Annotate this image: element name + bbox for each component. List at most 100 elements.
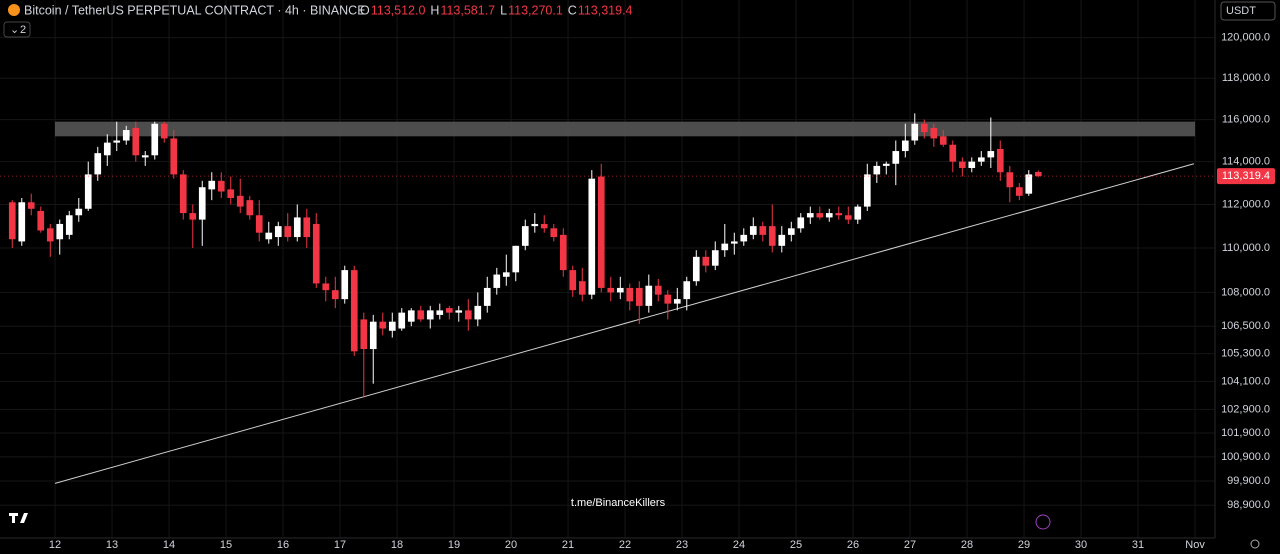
candle-body [18, 202, 26, 242]
candle-body [217, 180, 225, 192]
candle-body [407, 310, 415, 322]
candle-body [949, 144, 957, 162]
indicator-toggle[interactable] [3, 21, 31, 38]
candle-body [1015, 187, 1023, 196]
y-tick-label: 104,100.0 [1221, 375, 1270, 387]
candle-body [787, 228, 795, 235]
x-tick-label: 24 [733, 539, 745, 551]
candle-body [179, 174, 187, 214]
candle-body [778, 234, 786, 246]
candle-body [578, 281, 586, 295]
x-tick-label: 20 [505, 539, 517, 551]
candle-body [882, 163, 890, 166]
candle-body [664, 294, 672, 304]
candle-body [939, 136, 947, 145]
candle-body [189, 213, 197, 220]
candle-body [721, 243, 729, 251]
candle-body [293, 217, 301, 238]
alert-icon[interactable] [1035, 514, 1051, 530]
y-tick-label: 110,000.0 [1222, 242, 1270, 254]
candle-body [198, 187, 206, 220]
candle-body [569, 270, 577, 291]
candle-body [996, 148, 1004, 173]
candle-body [550, 228, 558, 238]
ohlc-key: L [500, 3, 507, 17]
candle-body [711, 250, 719, 266]
candle-body [626, 287, 634, 302]
x-tick-label: 29 [1018, 539, 1030, 551]
candle-body [436, 310, 444, 315]
candle-body [208, 180, 216, 190]
candle-body [445, 308, 453, 313]
candle-body [75, 208, 83, 216]
ohlc-key: H [430, 3, 439, 17]
candle-body [901, 140, 909, 152]
x-tick-label: 25 [790, 539, 802, 551]
settings-icon[interactable] [1250, 539, 1260, 549]
y-tick-label: 98,900.0 [1227, 499, 1270, 511]
x-tick-label: 13 [106, 539, 118, 551]
x-tick-label: 21 [562, 539, 574, 551]
coin-icon [8, 4, 20, 16]
candle-body [331, 290, 339, 300]
candle-body [797, 217, 805, 229]
candle-body [65, 215, 73, 235]
candle-body [426, 310, 434, 320]
chart-title: Bitcoin / TetherUS PERPETUAL CONTRACT · … [24, 3, 366, 17]
candle-body [930, 127, 938, 139]
y-tick-label: 105,300.0 [1221, 348, 1270, 360]
candle-body [1006, 172, 1014, 188]
watermark: t.me/BinanceKillers [571, 497, 666, 509]
candle-body [920, 123, 928, 133]
candle-body [141, 155, 149, 158]
x-tick-label: 31 [1132, 539, 1144, 551]
candle-body [170, 138, 178, 175]
candle-body [322, 283, 330, 291]
candle-body [350, 270, 358, 352]
candle-body [483, 287, 491, 306]
candle-body [1025, 174, 1033, 194]
candle-body [312, 223, 320, 284]
ohlc-value: 113,319.4 [578, 3, 633, 17]
header: Bitcoin / TetherUS PERPETUAL CONTRACT · … [8, 3, 633, 17]
chevron: ⌄ [10, 24, 19, 36]
candle-body [84, 174, 92, 209]
candle-body [958, 161, 966, 169]
candle-body [369, 321, 377, 350]
candle-body [977, 157, 985, 162]
x-tick-label: 16 [277, 539, 289, 551]
x-tick-label: 23 [676, 539, 688, 551]
candle-body [588, 178, 596, 295]
candle-body [730, 241, 738, 244]
candle-body [398, 312, 406, 329]
candle-body [854, 206, 862, 220]
candle-body [360, 319, 368, 350]
candle-body [265, 232, 273, 240]
candle-body [113, 140, 121, 143]
candle-body [987, 151, 995, 158]
candle-body [873, 165, 881, 175]
candle-body [1034, 172, 1042, 177]
y-tick-label: 116,000.0 [1222, 113, 1270, 125]
plot [8, 113, 1195, 484]
ohlc-key: O [360, 3, 370, 17]
candle-body [863, 174, 871, 207]
candle-body [160, 123, 168, 139]
y-tick-label: 120,000.0 [1221, 32, 1270, 44]
indicator-count: 2 [20, 24, 26, 36]
candle-body [122, 130, 130, 141]
candle-body [94, 153, 102, 175]
y-tick-label: 101,900.0 [1221, 427, 1270, 439]
ohlc-value: 113,581.7 [440, 3, 495, 17]
candle-body [806, 213, 814, 218]
candle-body [692, 256, 700, 282]
ohlc-key: C [568, 3, 577, 17]
last-price-label: 113,319.4 [1222, 170, 1270, 182]
candle-body [37, 210, 45, 231]
candle-body [27, 202, 35, 209]
currency-select[interactable] [1220, 1, 1276, 21]
candle-body [825, 213, 833, 218]
candle-body [540, 223, 548, 229]
candle-body [417, 310, 425, 320]
